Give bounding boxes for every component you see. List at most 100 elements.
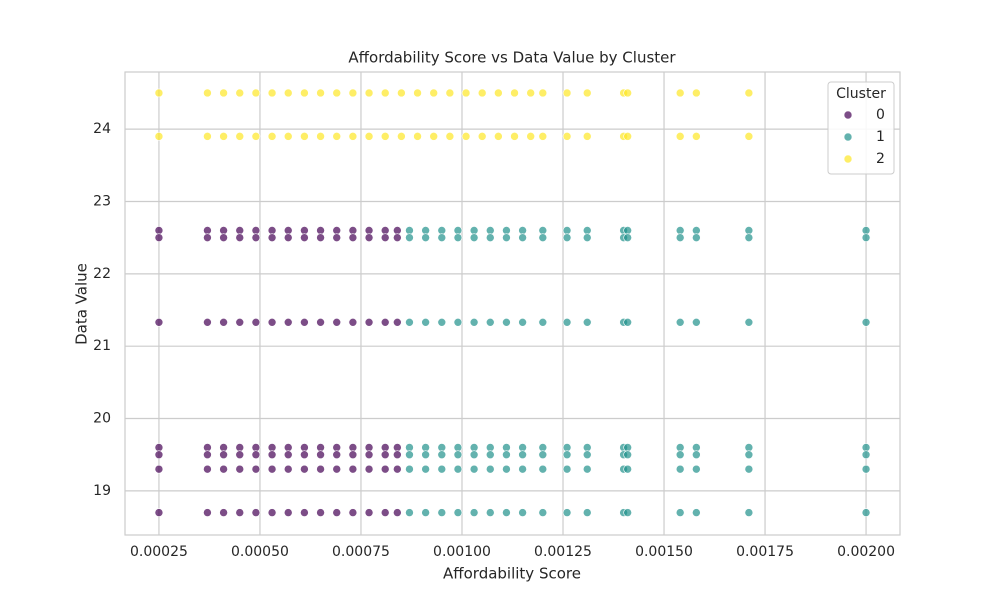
point [623,88,632,98]
x-tick-label: 0.00050 [231,544,289,560]
chart-title: Affordability Score vs Data Value by Clu… [348,49,676,67]
point [477,88,487,98]
x-tick-label: 0.00150 [635,544,693,560]
point [405,508,414,517]
point [364,226,374,235]
point [203,132,212,141]
point [203,464,212,474]
point [469,318,479,327]
point [744,318,754,327]
point [562,464,572,474]
point [316,226,325,235]
point [437,450,447,459]
point [154,443,164,452]
point [485,443,495,452]
point [518,464,527,474]
point [235,226,245,235]
point [744,443,754,452]
point [235,233,245,242]
point [518,318,527,327]
point [518,226,527,235]
point [235,88,245,98]
point [300,464,309,474]
point [582,443,592,452]
point [582,318,592,327]
point [485,450,495,459]
point [518,443,527,452]
point [469,508,479,517]
point [348,450,358,459]
point [405,450,414,459]
point [380,132,390,141]
point [562,318,572,327]
point [235,464,245,474]
point [469,233,479,242]
point [469,464,479,474]
point [348,508,358,517]
y-tick-label: 24 [93,121,111,137]
point [219,508,228,517]
point [562,233,572,242]
point [332,88,342,98]
point [154,318,164,327]
x-tick-label: 0.00175 [736,544,794,560]
point [251,233,261,242]
point [469,450,479,459]
point [421,443,430,452]
labels: 0.00025 0.00050 0.00075 0.00100 0.00125 0.001… [93,121,895,560]
point [526,132,535,141]
point [692,443,701,452]
point [267,318,277,327]
point [283,464,293,474]
point [219,318,228,327]
point [251,508,261,517]
point [675,226,685,235]
point [251,318,261,327]
point [538,450,548,459]
point [582,226,592,235]
legend-marker [843,110,853,120]
point [380,443,390,452]
point [582,88,592,98]
point [562,508,572,517]
point [861,226,871,235]
point [453,508,463,517]
point [251,450,261,459]
point [861,443,871,452]
point [203,226,212,235]
point [861,508,871,517]
point [300,132,309,141]
point [437,318,447,327]
point [461,88,471,98]
point [283,318,293,327]
point [397,132,406,141]
point [692,233,701,242]
point [219,88,228,98]
point [538,318,548,327]
point [692,132,701,141]
legend-label: 2 [876,151,885,167]
point [502,464,511,474]
point [582,132,592,141]
point [364,464,374,474]
point [692,318,701,327]
point [251,132,261,141]
point [675,88,685,98]
point [283,132,293,141]
point [154,464,164,474]
point [518,508,527,517]
point [300,450,309,459]
point [316,464,325,474]
point [203,233,212,242]
point [510,88,519,98]
point [421,508,430,517]
point [744,88,754,98]
point [421,318,430,327]
point [405,464,414,474]
point [283,450,293,459]
point [518,450,527,459]
points [154,88,871,517]
point [623,464,632,474]
point [316,88,325,98]
